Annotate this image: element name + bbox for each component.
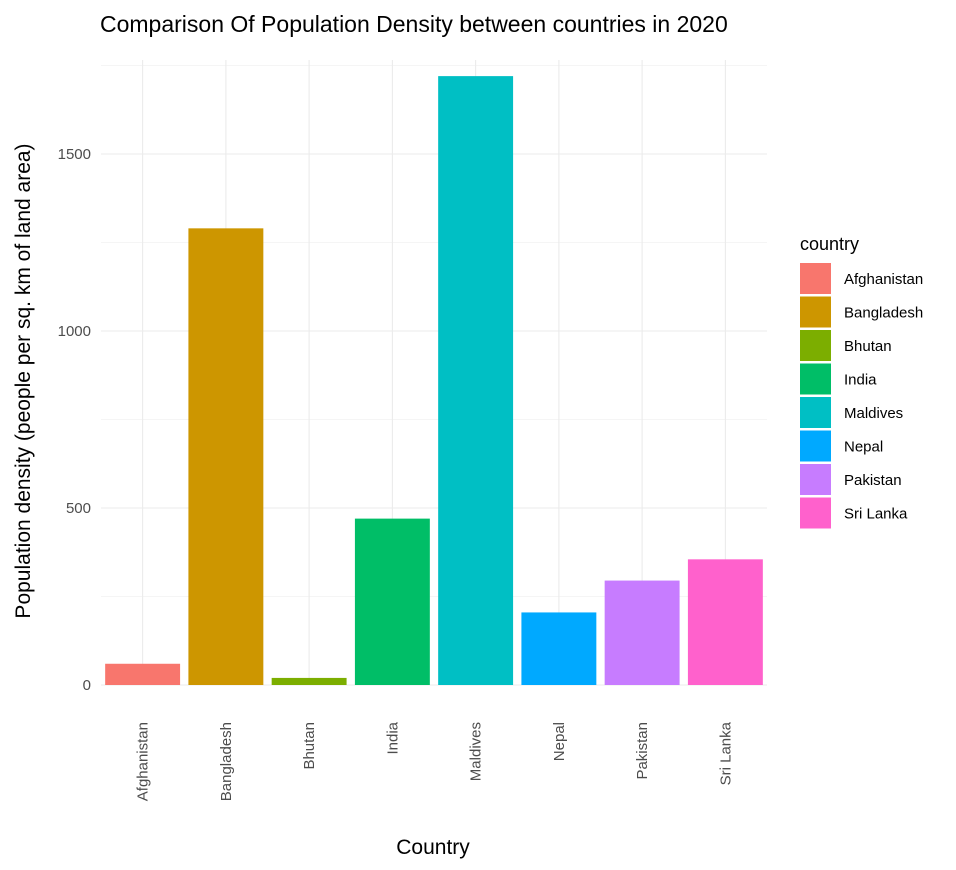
legend-swatch xyxy=(800,330,831,361)
legend-label: India xyxy=(844,372,877,389)
legend: country Afghanistan Bangladesh Bhutan India… xyxy=(800,234,923,529)
legend-swatch xyxy=(800,497,831,529)
x-tick-label: Bangladesh xyxy=(218,722,235,801)
y-tick-label: 500 xyxy=(66,500,91,517)
y-tick-label: 1000 xyxy=(58,323,91,340)
bar xyxy=(271,677,347,685)
legend-title: country xyxy=(800,234,859,254)
bars xyxy=(105,76,763,686)
x-tick-label: Maldives xyxy=(468,722,485,781)
legend-label: Pakistan xyxy=(844,472,902,489)
legend-swatch xyxy=(800,263,831,294)
legend-swatch xyxy=(800,464,831,495)
x-tick-label: Bhutan xyxy=(301,722,318,770)
legend-swatch xyxy=(800,296,831,328)
bar xyxy=(604,580,680,685)
legend-label: Maldives xyxy=(844,405,903,422)
y-axis-ticks: 0 500 1000 1500 xyxy=(58,146,91,694)
x-tick-label: India xyxy=(384,721,401,754)
legend-swatch xyxy=(800,363,831,395)
bar xyxy=(105,663,181,685)
legend-swatch xyxy=(800,397,831,428)
legend-label: Afghanistan xyxy=(844,271,923,288)
chart-title: Comparison Of Population Density between… xyxy=(100,11,728,37)
y-tick-label: 1500 xyxy=(58,146,91,163)
legend-label: Bangladesh xyxy=(844,305,923,322)
y-tick-label: 0 xyxy=(83,677,91,694)
legend-label: Bhutan xyxy=(844,338,892,355)
bar xyxy=(354,518,430,685)
legend-label: Nepal xyxy=(844,439,883,456)
bar xyxy=(521,612,597,685)
x-tick-label: Pakistan xyxy=(634,722,651,780)
x-tick-label: Nepal xyxy=(551,722,568,761)
x-tick-label: Sri Lanka xyxy=(717,721,734,785)
x-axis-ticks: Afghanistan Bangladesh Bhutan India Maldives… xyxy=(135,721,735,801)
bar xyxy=(188,228,264,685)
legend-swatch xyxy=(800,430,831,462)
legend-label: Sri Lanka xyxy=(844,506,908,523)
bar xyxy=(438,76,514,686)
bar xyxy=(687,559,763,685)
x-tick-label: Afghanistan xyxy=(135,722,152,801)
y-axis-title: Population density (people per sq. km of… xyxy=(12,143,35,618)
x-axis-title: Country xyxy=(396,836,470,859)
